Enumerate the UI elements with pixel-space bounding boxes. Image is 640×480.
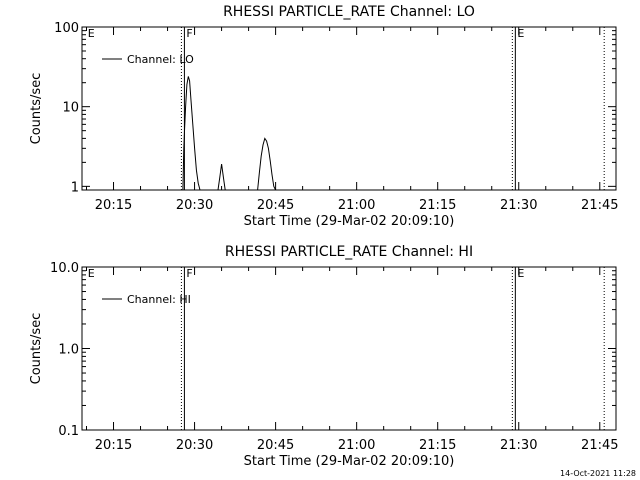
event-marker-label: E: [88, 267, 95, 280]
timestamp-label: 14-Oct-2021 11:28: [560, 469, 636, 478]
y-axis-label: Counts/sec: [29, 73, 44, 145]
event-marker-label: E: [88, 27, 95, 40]
x-tick-label: 20:30: [176, 438, 213, 453]
x-tick-label: 20:30: [176, 198, 213, 213]
event-marker-label: E: [517, 267, 524, 280]
y-tick-label: 100: [54, 21, 79, 36]
series-line: [257, 137, 277, 191]
event-marker-label: E: [517, 27, 524, 40]
chart-panel-1: RHESSI PARTICLE_RATE Channel: LO 20:15 20:…: [29, 4, 619, 229]
x-tick-label: 21:30: [500, 438, 537, 453]
series-line: [182, 76, 201, 191]
y-tick-label: 10: [62, 101, 79, 116]
x-tick-label: 21:45: [581, 198, 618, 213]
x-tick-label: 21:30: [500, 198, 537, 213]
x-tick-label: 20:15: [95, 198, 132, 213]
event-marker-label: F: [186, 267, 192, 280]
x-tick-label: 20:45: [257, 438, 294, 453]
legend-label: Channel: HI: [127, 293, 191, 306]
x-tick-label: 21:15: [419, 438, 456, 453]
y-tick-label: 1: [71, 180, 79, 195]
chart-title: RHESSI PARTICLE_RATE Channel: HI: [225, 244, 473, 260]
y-tick-label: 10.0: [50, 261, 79, 276]
event-marker-label: F: [186, 27, 192, 40]
y-axis-label: Counts/sec: [29, 313, 44, 385]
x-tick-label: 21:45: [581, 438, 618, 453]
chart-panel-2: RHESSI PARTICLE_RATE Channel: HI 20:15 20:…: [29, 244, 619, 469]
y-tick-label: 1.0: [58, 343, 79, 358]
x-tick-label: 21:00: [338, 438, 375, 453]
x-tick-label: 21:15: [419, 198, 456, 213]
y-tick-label: 0.1: [58, 424, 79, 439]
legend-label: Channel: LO: [127, 53, 194, 66]
x-tick-label: 21:00: [338, 198, 375, 213]
x-axis-label: Start Time (29-Mar-02 20:09:10): [244, 454, 455, 469]
x-axis-label: Start Time (29-Mar-02 20:09:10): [244, 214, 455, 229]
plot-frame: [81, 26, 617, 191]
x-tick-label: 20:15: [95, 438, 132, 453]
series-line: [217, 164, 226, 191]
plot-frame: [81, 266, 617, 431]
chart-title: RHESSI PARTICLE_RATE Channel: LO: [223, 4, 475, 20]
x-tick-label: 20:45: [257, 198, 294, 213]
